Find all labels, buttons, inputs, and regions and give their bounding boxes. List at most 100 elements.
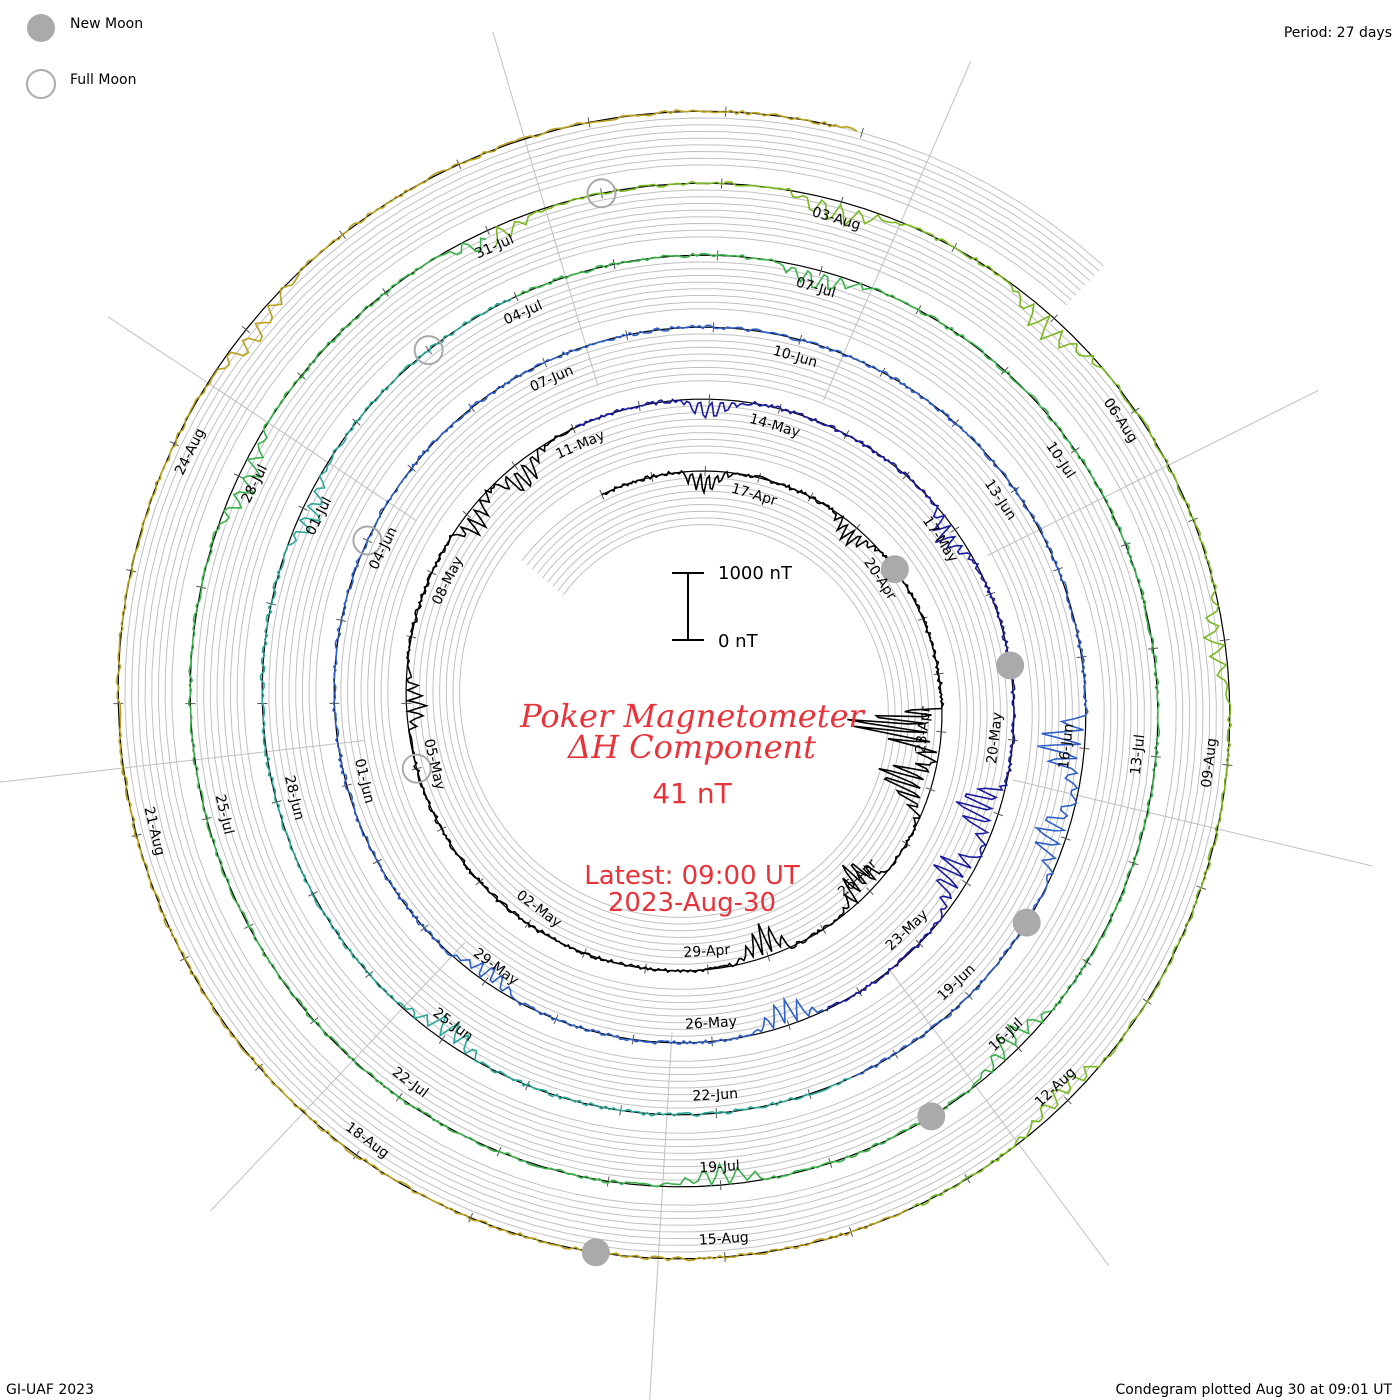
date-label: 28-Jun [281, 774, 307, 822]
day-tick [1219, 639, 1230, 642]
date-label: 20-May [984, 711, 1006, 764]
new-moon-marker [917, 1102, 946, 1131]
data-traces [115, 109, 1233, 1262]
date-label: 15-Aug [698, 1230, 749, 1249]
day-tick [936, 730, 947, 733]
chart-subtitle: ΔH Component [566, 728, 816, 766]
chart-title: Poker Magnetometer [519, 697, 865, 735]
day-tick [1007, 739, 1018, 742]
day-tick [860, 127, 864, 138]
day-tick [766, 951, 771, 962]
day-tick [407, 464, 416, 472]
day-tick [1128, 860, 1139, 866]
new-moon-marker [996, 651, 1025, 680]
trace-segment [115, 109, 909, 1262]
day-tick [777, 403, 782, 414]
day-tick [1076, 655, 1087, 659]
day-tick [511, 461, 519, 470]
date-label: 12-Aug [1032, 1064, 1079, 1110]
day-tick [341, 783, 352, 787]
day-tick [950, 526, 960, 533]
day-tick [902, 471, 910, 480]
day-tick [1079, 747, 1090, 750]
date-label: 23-Apr [913, 705, 934, 754]
date-label: 16-Jun [1056, 723, 1077, 770]
grid-spoke [210, 942, 466, 1212]
day-tick [395, 1092, 403, 1102]
day-tick [807, 1089, 812, 1099]
footer-timestamp: Condegram plotted Aug 30 at 09:01 UT [1116, 1382, 1393, 1398]
day-tick [917, 616, 928, 621]
grid-spiral [171, 164, 1177, 1206]
day-tick [599, 489, 605, 500]
date-label: 17-Apr [729, 481, 779, 510]
day-tick [1148, 647, 1159, 650]
day-tick [807, 492, 814, 502]
day-tick [892, 1049, 899, 1059]
day-tick [271, 800, 282, 804]
full-moon-icon [26, 69, 56, 99]
day-tick [485, 225, 490, 236]
day-tick [962, 879, 971, 887]
day-tick [131, 833, 142, 837]
grid-spiral [137, 130, 1211, 1240]
day-tick [1222, 763, 1233, 767]
date-label: 14-May [747, 411, 801, 441]
day-tick [879, 367, 886, 377]
grid-spoke [822, 60, 972, 401]
date-label: 01-Jul [303, 495, 335, 538]
grid-spiral [157, 150, 1191, 1220]
day-tick [612, 259, 616, 270]
date-label: 26-May [685, 1014, 738, 1033]
latest-time: Latest: 09:00 UT [584, 861, 800, 891]
date-label: 10-Jul [1042, 439, 1078, 482]
grid-spoke [1012, 779, 1373, 867]
day-tick [1064, 1096, 1072, 1105]
trace-segment [332, 324, 1089, 1077]
latest-date: 2023-Aug-30 [608, 888, 776, 918]
moon-markers [352, 178, 1041, 1267]
day-tick [818, 265, 823, 276]
date-label: 29-Apr [683, 942, 731, 961]
grid-spoke [987, 389, 1319, 557]
trace-segment [404, 427, 945, 974]
day-tick [951, 419, 960, 428]
date-label: 06-Aug [1100, 395, 1141, 445]
full-moon-marker [413, 335, 444, 366]
day-tick [856, 987, 863, 997]
date-label: 19-Jul [699, 1158, 740, 1176]
grid-spiral [144, 137, 1204, 1233]
day-tick [298, 505, 308, 511]
day-tick [1070, 447, 1080, 454]
trace-segment [494, 180, 1233, 1208]
day-tick [169, 441, 179, 447]
day-tick [1053, 567, 1063, 572]
day-tick [468, 1212, 474, 1223]
day-tick [308, 891, 318, 897]
grid-spoke [107, 316, 418, 522]
full-moon-marker [401, 753, 432, 784]
day-tick [1050, 314, 1058, 323]
day-tick [382, 288, 389, 297]
day-tick [1120, 542, 1131, 547]
date-label: 23-May [883, 907, 932, 954]
full-moon-marker [586, 178, 617, 209]
day-tick [462, 510, 471, 519]
day-tick [711, 1036, 713, 1047]
day-tick [866, 887, 874, 896]
day-tick [365, 970, 374, 979]
day-tick [254, 1063, 264, 1071]
day-tick [1130, 407, 1140, 414]
full-moon-marker [352, 525, 383, 556]
day-tick [1060, 836, 1071, 841]
new-moon-label: New Moon [70, 16, 143, 32]
day-tick [1082, 958, 1092, 966]
day-tick [843, 430, 850, 440]
day-tick [798, 334, 803, 345]
day-tick [644, 963, 647, 974]
grid-spoke [888, 967, 1110, 1266]
new-moon-marker [581, 1238, 610, 1267]
day-tick [425, 345, 433, 355]
day-tick [1000, 366, 1009, 375]
